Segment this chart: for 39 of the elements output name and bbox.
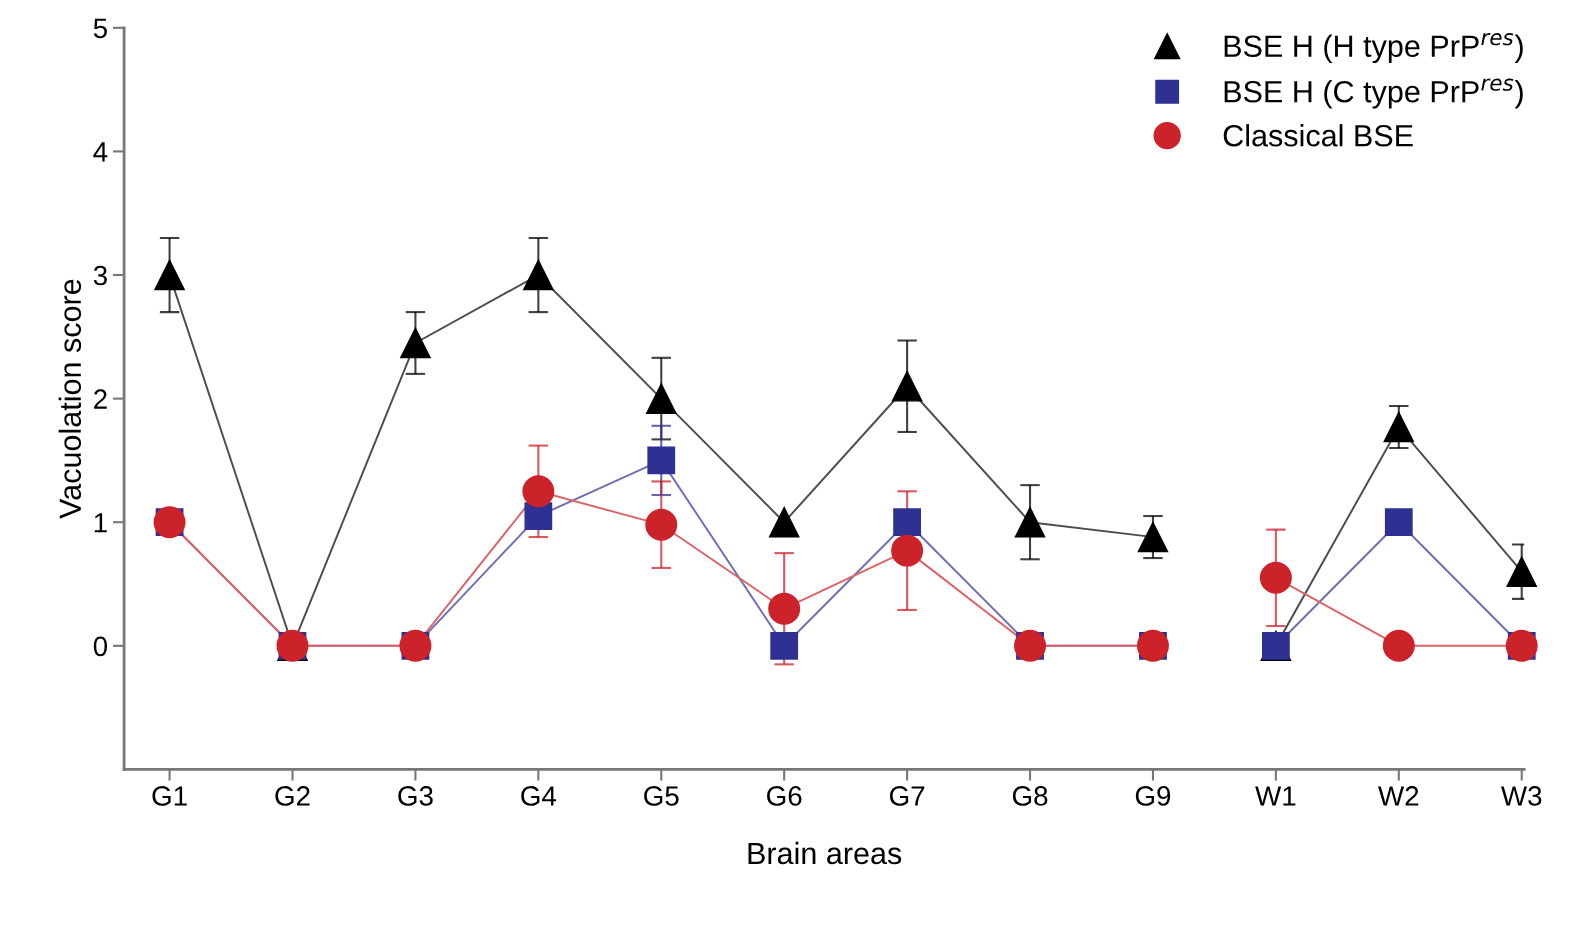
point <box>645 508 678 541</box>
point <box>891 370 923 402</box>
x-tick-label: G4 <box>521 786 557 806</box>
point <box>524 502 553 530</box>
x-tick-label: W2 <box>1378 786 1419 806</box>
x-axis-title: Brain areas <box>748 841 902 865</box>
point <box>522 475 555 508</box>
point <box>768 592 801 625</box>
legend-label: Classical BSE <box>1223 124 1413 147</box>
legend-label: BSE H (H type PrP$^{res}$) <box>1224 33 1523 64</box>
y-tick-label: 4 <box>93 142 108 162</box>
point <box>1014 506 1046 538</box>
point <box>645 383 677 414</box>
point <box>1137 521 1169 553</box>
x-tick-label: G6 <box>767 786 802 806</box>
x-tick-label: W3 <box>1501 786 1542 806</box>
legend-label: BSE H (C type PrP$^{res}$) <box>1224 78 1523 109</box>
x-tick-label: G5 <box>644 786 679 806</box>
point <box>647 446 676 475</box>
point <box>893 508 921 537</box>
x-tick-label: G9 <box>1135 786 1171 806</box>
x-tick-label: G8 <box>1012 786 1048 806</box>
y-tick-label: 1 <box>94 513 107 533</box>
x-tick-label: G3 <box>398 786 433 806</box>
y-tick-label: 3 <box>93 265 107 286</box>
x-tick-label: G7 <box>889 786 925 806</box>
point <box>523 259 554 291</box>
x-tick-label: G1 <box>152 786 187 806</box>
point <box>891 534 924 567</box>
x-tick-label: W1 <box>1255 786 1296 806</box>
y-axis-title: Vacuolation score <box>58 279 82 519</box>
point <box>768 506 800 538</box>
point <box>770 631 799 660</box>
point <box>154 259 185 291</box>
y-tick-label: 0 <box>93 636 108 657</box>
x-tick-label: G2 <box>275 786 310 806</box>
y-tick-label: 5 <box>93 18 107 39</box>
y-tick-label: 2 <box>94 389 107 409</box>
point <box>400 327 431 359</box>
